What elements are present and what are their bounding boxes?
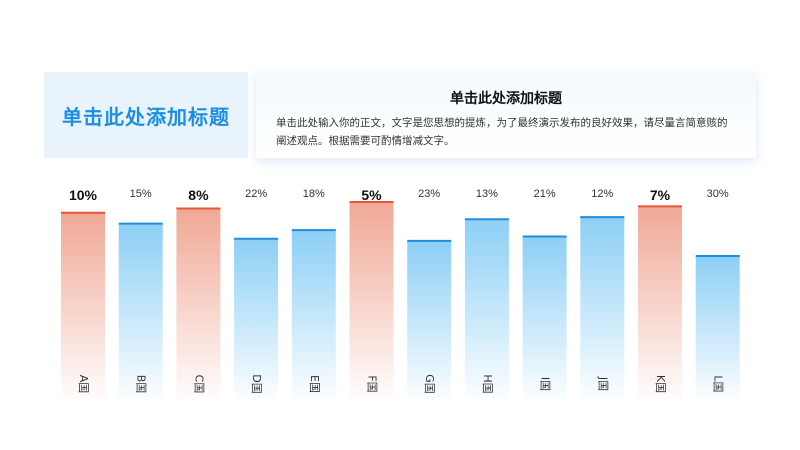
bar-k xyxy=(638,206,682,404)
bar-a xyxy=(61,212,105,404)
bar-i xyxy=(522,236,567,404)
text-box-body: 单击此处输入你的正文，文字是您思想的提炼，为了最终演示发布的良好效果，请尽量言简… xyxy=(276,117,728,147)
value-label: 23% xyxy=(418,188,440,200)
category-label: C国 xyxy=(192,375,205,394)
text-box-title: 单击此处添加标题 xyxy=(450,91,562,107)
category-label: J国 xyxy=(596,376,609,391)
category-label: E国 xyxy=(308,375,321,393)
bar-g xyxy=(407,240,452,404)
bar-c xyxy=(176,208,221,404)
category-label: G国 xyxy=(423,374,436,394)
value-label: 10% xyxy=(69,187,98,203)
title-box: 单击此处添加标题 xyxy=(44,72,248,158)
bar-f xyxy=(349,202,394,404)
category-label: A国 xyxy=(77,375,90,394)
category-label: H国 xyxy=(481,374,494,393)
bar-b xyxy=(118,223,163,404)
value-label: 12% xyxy=(591,188,613,200)
category-label: F国 xyxy=(366,375,379,392)
bar-l xyxy=(695,256,740,404)
value-label: 15% xyxy=(130,188,152,200)
value-label: 13% xyxy=(476,188,498,200)
value-label: 7% xyxy=(650,187,671,203)
value-label: 30% xyxy=(707,188,729,200)
category-label: B国 xyxy=(135,375,148,394)
value-label: 21% xyxy=(534,188,556,200)
value-label: 8% xyxy=(188,187,209,203)
bar-e xyxy=(291,230,336,404)
category-label: I国 xyxy=(539,377,552,391)
bar-d xyxy=(234,238,279,404)
text-box: 单击此处添加标题 单击此处输入你的正文，文字是您思想的提炼，为了最终演示发布的良… xyxy=(256,72,756,158)
category-label: D国 xyxy=(250,374,263,393)
page-title: 单击此处添加标题 xyxy=(62,104,230,129)
bar-j xyxy=(580,217,625,404)
category-label: L国 xyxy=(712,375,725,392)
value-label: 5% xyxy=(361,187,382,203)
bar-h xyxy=(464,219,509,404)
value-label: 18% xyxy=(303,188,325,200)
value-label: 22% xyxy=(245,188,267,200)
category-label: K国 xyxy=(654,375,667,393)
